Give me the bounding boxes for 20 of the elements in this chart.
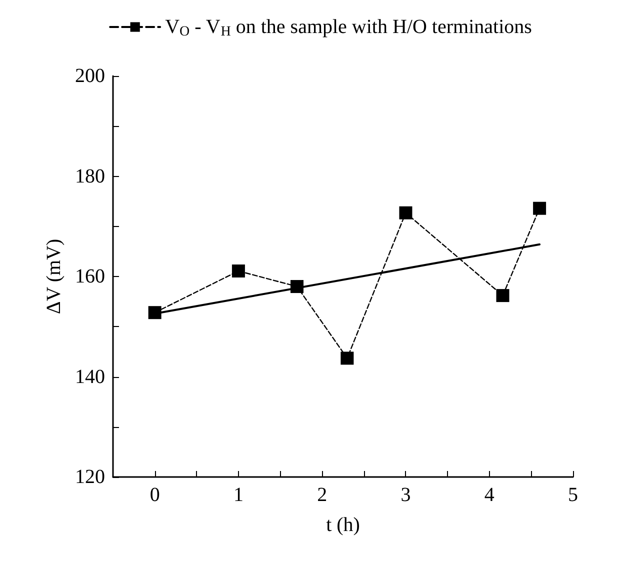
point bbox=[340, 352, 354, 365]
point bbox=[533, 202, 546, 215]
y-axis-title: ΔV (mV) bbox=[43, 238, 66, 314]
x-tick-label: 5 bbox=[568, 484, 578, 506]
y-tick-label: 120 bbox=[75, 466, 105, 488]
point bbox=[290, 280, 304, 294]
y-tick-label: 180 bbox=[75, 165, 105, 188]
y-tick-label: 160 bbox=[75, 266, 105, 288]
x-tick-label: 3 bbox=[400, 484, 411, 506]
point bbox=[232, 264, 245, 278]
y-tick-label: 140 bbox=[75, 366, 105, 388]
x-axis-title: t (h) bbox=[326, 514, 360, 536]
x-tick-label: 2 bbox=[317, 484, 328, 506]
x-tick-label: 4 bbox=[484, 484, 494, 506]
point bbox=[496, 289, 510, 302]
point bbox=[148, 306, 162, 320]
x-tick-label: 1 bbox=[233, 484, 244, 506]
y-tick-label: 200 bbox=[75, 65, 105, 87]
x-tick-label: 0 bbox=[150, 484, 160, 506]
point bbox=[399, 206, 412, 220]
